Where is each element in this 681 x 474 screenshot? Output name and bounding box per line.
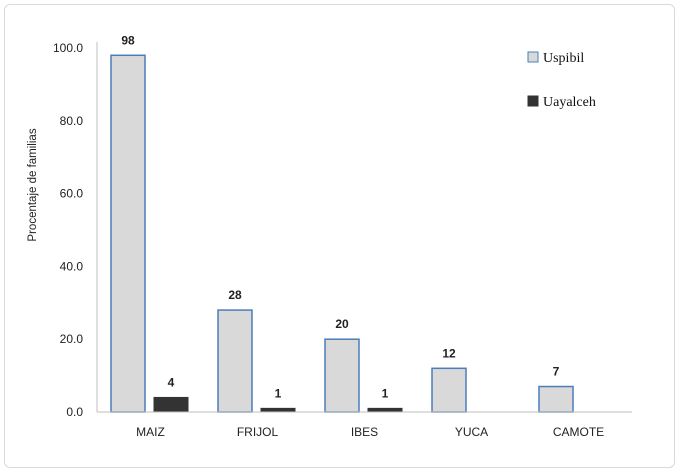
data-label-uspibil-frijol: 28 — [228, 288, 242, 302]
x-tick-label: CAMOTE — [553, 425, 604, 439]
bar-uspibil-maiz — [110, 54, 146, 413]
y-tick-label: 40.0 — [60, 259, 84, 273]
bar-uspibil-yuca — [431, 367, 467, 413]
y-axis-label: Procentaje de familias — [27, 128, 39, 241]
bar-uspibil-ibes — [324, 338, 360, 413]
data-label-uayalceh-maiz: 4 — [168, 375, 175, 389]
x-tick-label: FRIJOL — [237, 425, 279, 439]
bar-uspibil-camote — [538, 385, 574, 413]
y-tick-label: 60.0 — [60, 187, 84, 201]
bars-group — [110, 54, 574, 413]
data-label-uayalceh-ibes: 1 — [382, 386, 389, 400]
data-label-uspibil-yuca: 12 — [442, 346, 456, 360]
x-tick-label: YUCA — [455, 425, 488, 439]
x-axis-ticks: MAIZ FRIJOL IBES YUCA CAMOTE — [136, 425, 604, 439]
legend-swatch-uspibil — [527, 51, 539, 63]
bar-uayalceh-ibes — [367, 407, 403, 413]
y-tick-label: 100.0 — [53, 41, 83, 55]
bar-uspibil-frijol — [217, 309, 253, 413]
legend-label-uspibil: Uspibil — [543, 51, 584, 66]
legend-label-uayalceh: Uayalceh — [543, 95, 596, 110]
x-tick-label: MAIZ — [136, 425, 165, 439]
y-tick-label: 20.0 — [60, 332, 84, 346]
legend: Uspibil Uayalceh — [527, 51, 596, 110]
data-label-uspibil-ibes: 20 — [335, 317, 349, 331]
data-label-uspibil-maiz: 98 — [121, 33, 135, 47]
data-label-uayalceh-frijol: 1 — [275, 386, 282, 400]
x-tick-label: IBES — [351, 425, 378, 439]
legend-swatch-uayalceh — [527, 95, 539, 107]
data-labels-group: 98 4 28 1 20 1 12 7 — [121, 33, 559, 400]
data-label-uspibil-camote: 7 — [553, 365, 560, 379]
bar-uayalceh-maiz — [153, 396, 189, 413]
y-tick-label: 0.0 — [66, 405, 83, 419]
y-axis-ticks: 0.0 20.0 40.0 60.0 80.0 100.0 — [53, 41, 83, 419]
y-tick-label: 80.0 — [60, 114, 84, 128]
bar-uayalceh-frijol — [260, 407, 296, 413]
